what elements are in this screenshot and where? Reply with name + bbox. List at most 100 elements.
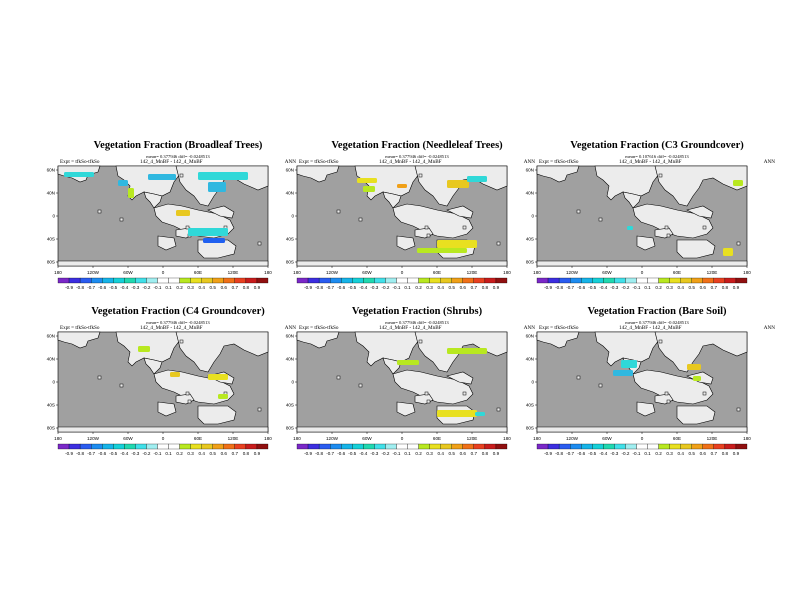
colorbar-swatch — [223, 443, 235, 450]
land-mass — [197, 405, 237, 425]
colorbar-label: -0.2 — [142, 451, 150, 456]
colorbar-swatch — [702, 277, 714, 284]
colorbar-swatch — [374, 277, 386, 284]
panel-run: 142_4_MnBF - 142_4_MnBF — [140, 159, 203, 165]
colorbar-swatch — [691, 277, 703, 284]
colorbar-label: 0.1 — [644, 285, 651, 290]
vegetation-patch — [693, 376, 701, 381]
colorbar-label: 0.6 — [700, 451, 707, 456]
panel-season: ANN — [284, 159, 296, 165]
colorbar-swatch — [495, 277, 508, 284]
vegetation-patch — [475, 412, 485, 416]
colorbar-label: 0.8 — [482, 285, 489, 290]
y-tick-label: 80S — [286, 426, 294, 431]
panel-run: 142_4_MnBF - 142_4_MnBF — [619, 325, 682, 331]
land-mass — [153, 369, 235, 405]
y-tick-label: 40S — [526, 237, 534, 242]
panel-stats: mean= 0.107616 diff= -0.0248513 — [625, 154, 689, 159]
land-mass — [536, 426, 748, 433]
colorbar-swatch — [614, 443, 626, 450]
colorbar-label: 0.4 — [198, 285, 205, 290]
land-mass — [396, 401, 416, 417]
colorbar-swatch — [407, 443, 419, 450]
colorbar-swatch — [495, 443, 508, 450]
x-tick-label: 180 — [533, 436, 541, 441]
island-box — [358, 383, 363, 388]
colorbar-label: -0.7 — [87, 285, 95, 290]
panel-run: 142_4_MnBF - 142_4_MnBF — [379, 325, 442, 331]
panel-expt: Expt = tfkSo-tfkSo — [299, 325, 339, 331]
x-tick-label: 60W — [602, 270, 612, 275]
colorbar-swatch — [658, 443, 670, 450]
colorbar-swatch — [451, 443, 463, 450]
island-box — [598, 217, 603, 222]
island-box — [702, 225, 707, 230]
colorbar-label: -0.4 — [359, 285, 367, 290]
colorbar-label: 0.5 — [689, 285, 696, 290]
x-tick-label: 60W — [362, 270, 372, 275]
vegetation-patch — [627, 226, 633, 230]
land-mass — [636, 235, 656, 251]
colorbar-label: -0.1 — [154, 285, 162, 290]
vegetation-patch — [733, 180, 743, 186]
panel-title: Vegetation Fraction (Needleleaf Trees) — [331, 140, 503, 151]
colorbar-label: 0.1 — [644, 451, 651, 456]
colorbar-swatch — [363, 443, 375, 450]
island-box — [736, 407, 741, 412]
colorbar-swatch — [484, 443, 497, 450]
colorbar-label: 0.5 — [449, 451, 456, 456]
island-box — [658, 173, 663, 178]
colorbar-label: 0.8 — [243, 285, 250, 290]
vegetation-patch — [218, 394, 228, 399]
colorbar-swatch — [536, 443, 549, 450]
land-mass — [632, 369, 714, 405]
colorbar-swatch — [669, 443, 681, 450]
panel-title: Vegetation Fraction (C3 Groundcover) — [570, 140, 744, 151]
colorbar-swatch — [124, 277, 136, 284]
panel-stats: mean= 0.377946 diff= -0.0248513 — [625, 320, 689, 325]
x-tick-label: 60E — [194, 270, 202, 275]
land-mass — [392, 369, 474, 405]
island-box — [424, 225, 429, 230]
panel-stats: mean= 0.377946 diff= -0.0248513 — [146, 154, 210, 159]
y-tick-label: 80S — [526, 426, 534, 431]
y-tick-label: 40S — [286, 237, 294, 242]
island-box — [97, 375, 102, 380]
colorbar-swatch — [669, 277, 681, 284]
colorbar-swatch — [385, 443, 397, 450]
land-mass — [143, 191, 163, 209]
colorbar-label: 0.2 — [655, 451, 662, 456]
land-mass — [175, 331, 269, 373]
x-tick-label: 60W — [362, 436, 372, 441]
colorbar-label: -0.9 — [544, 285, 552, 290]
colorbar-swatch — [625, 443, 637, 450]
colorbar-swatch — [581, 277, 593, 284]
panel-expt: Expt = tfkSo-tfkSo — [299, 159, 339, 165]
panel-expt: Expt = tfkSo-tfkSo — [539, 325, 579, 331]
island-box — [576, 209, 581, 214]
x-tick-label: 180 — [293, 436, 301, 441]
x-tick-label: 0 — [401, 270, 404, 275]
colorbar-label: 0.3 — [666, 285, 673, 290]
panel-title: Vegetation Fraction (Bare Soil) — [587, 306, 727, 317]
island-box — [119, 217, 124, 222]
colorbar-swatch — [113, 277, 125, 284]
x-tick-label: 60W — [602, 436, 612, 441]
colorbar-swatch — [212, 443, 224, 450]
y-tick-label: 40N — [286, 191, 294, 196]
colorbar-swatch — [536, 277, 549, 284]
colorbar-swatch — [245, 277, 258, 284]
land-mass — [157, 235, 177, 251]
x-tick-label: 120W — [566, 436, 579, 441]
island-box — [185, 391, 190, 396]
y-tick-label: 0 — [291, 214, 294, 219]
colorbar-label: 0.8 — [722, 451, 729, 456]
island-box — [576, 375, 581, 380]
panel-title: Vegetation Fraction (Shrubs) — [351, 306, 483, 317]
colorbar-label: -0.3 — [610, 285, 618, 290]
colorbar-swatch — [68, 277, 81, 284]
island-box — [666, 233, 671, 238]
panel-season: ANN — [523, 325, 535, 331]
